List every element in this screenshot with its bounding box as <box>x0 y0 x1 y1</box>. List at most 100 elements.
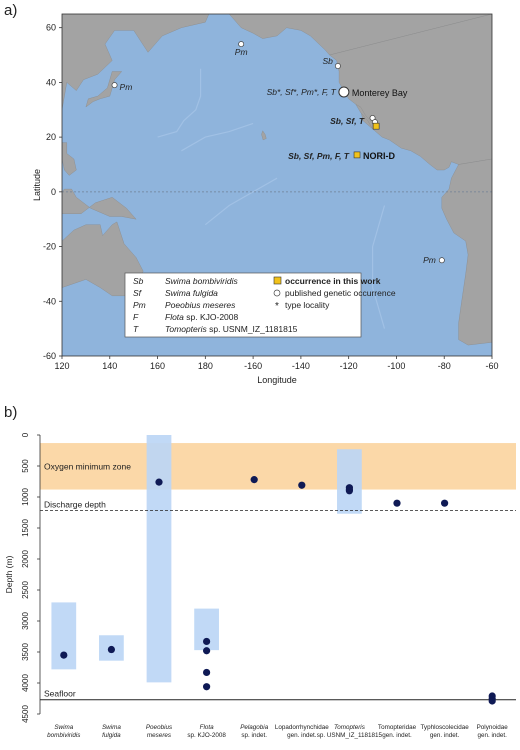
point-label: Pm <box>120 82 133 92</box>
legend-species: Flota sp. KJO-2008 <box>165 312 239 322</box>
y-tick-label: 40 <box>46 77 56 87</box>
depth-tick-label: 3500 <box>21 643 30 661</box>
point-published <box>438 257 445 264</box>
category-sublabel: gen. indet. <box>477 732 507 739</box>
depth-tick-label: 1500 <box>21 519 30 537</box>
hawaii <box>261 130 267 141</box>
legend-abbr: T <box>133 324 139 334</box>
depth-point <box>203 647 211 655</box>
point-label: Sb*, Sf*, Pm*, F, T <box>267 87 337 97</box>
category-label: Flota <box>200 724 214 731</box>
range-box <box>146 435 172 683</box>
legend-species: Poeobius meseres <box>165 300 236 310</box>
ridge-2 <box>204 177 278 226</box>
legend-species: Swima bombiviridis <box>165 276 238 286</box>
point-label: Sb <box>323 56 334 66</box>
legend-species-name: Flota <box>165 312 184 322</box>
category-sublabel: sp. USNM_IZ_1181815 <box>317 732 383 739</box>
depth-chart: Oxygen minimum zone Discharge depth Seaflo… <box>4 432 516 739</box>
depth-point <box>107 645 115 654</box>
japan <box>85 71 123 108</box>
legend-species-name: Poeobius meseres <box>165 300 236 310</box>
depth-point <box>203 668 211 677</box>
depth-tick-label: 2000 <box>21 550 30 568</box>
legend-species-name: Tomopteris <box>165 324 207 334</box>
category-sublabel: gen. indet. <box>287 732 317 739</box>
borneo-indo <box>62 188 137 220</box>
category-label: Swima <box>54 724 73 731</box>
ridge-3 <box>372 205 386 329</box>
category-label: Tomopteris <box>334 724 366 731</box>
category-label: Swima <box>102 724 121 731</box>
depth-point <box>203 683 211 691</box>
australia <box>62 221 144 296</box>
legend-species-extra: sp. USNM_IZ_1181815 <box>207 324 298 334</box>
category-sublabel: bombiviridis <box>47 732 81 739</box>
x-tick-label: -60 <box>485 361 498 371</box>
legend-symbol-label: published genetic occurrence <box>285 288 396 298</box>
depth-point <box>393 499 401 507</box>
y-axis-label: Latitude <box>32 169 42 201</box>
asia-coast <box>62 14 210 110</box>
depth-point <box>488 697 496 705</box>
depth-tick-label: 0 <box>21 432 30 437</box>
y-tick-label: 60 <box>46 23 56 33</box>
legend-work-symbol <box>273 276 282 285</box>
legend-abbr: Pm <box>133 300 146 310</box>
legend-symbol-label: type locality <box>285 300 330 310</box>
point-label: Sb, Sf, Pm, F, T <box>288 151 350 161</box>
category-label: Typhloscolecidae <box>420 724 469 731</box>
legend-species: Swima fulgida <box>165 288 218 298</box>
y-tick-label: -40 <box>43 296 56 306</box>
depth-point <box>298 481 306 489</box>
category-sublabel: fulgida <box>102 732 121 739</box>
depth-point <box>250 476 258 484</box>
depth-point <box>345 487 353 495</box>
legend-abbr: Sb <box>133 276 144 286</box>
point-work <box>353 151 361 159</box>
category-label: Poeobius <box>146 724 173 731</box>
south-america <box>441 158 492 346</box>
category-sublabel: gen. indet. <box>430 732 460 739</box>
panel-a-label: a) <box>4 2 18 19</box>
x-tick-label: 160 <box>150 361 165 371</box>
depth-tick-label: 4000 <box>21 674 30 692</box>
map-chart: 120 140 160 180 -160 -140 -120 -100 -80 -60 -60 -40… <box>32 13 499 385</box>
legend-species-extra: sp. KJO-2008 <box>184 312 239 322</box>
depth-tick-label: 1000 <box>21 488 30 506</box>
category-label: Tomopteridae <box>378 724 417 731</box>
x-tick-label: 140 <box>102 361 117 371</box>
legend-box <box>124 272 362 338</box>
point-published <box>334 63 341 69</box>
legend-abbr: Sf <box>133 288 143 298</box>
category-sublabel: meseres <box>147 732 172 739</box>
depth-tick-label: 3000 <box>21 612 30 630</box>
depth-point <box>203 637 211 646</box>
depth-tick-label: 2500 <box>21 581 30 599</box>
y-tick-label: 0 <box>51 187 56 197</box>
legend-species-name: Swima fulgida <box>165 288 218 298</box>
legend-type-symbol: * <box>275 301 279 312</box>
x-tick-label: -80 <box>438 361 451 371</box>
legend-symbol-label: occurrence in this work <box>285 276 381 286</box>
range-box <box>51 602 77 670</box>
legend-species: Tomopteris sp. USNM_IZ_1181815 <box>165 324 298 334</box>
y-tick-label: -20 <box>43 242 56 252</box>
depth-tick-label: 500 <box>21 459 30 473</box>
category-label: Polynoidae <box>477 724 509 731</box>
place-label: Monterey Bay <box>352 88 408 98</box>
category-label: Pelagobia <box>240 724 269 731</box>
point-published-type <box>338 86 350 98</box>
zone-label: Oxygen minimum zone <box>44 461 131 471</box>
x-tick-label: -160 <box>244 361 262 371</box>
ridge-0 <box>157 68 202 138</box>
depth-point <box>441 499 449 507</box>
y-tick-label: -60 <box>43 351 56 361</box>
x-tick-label: -140 <box>292 361 310 371</box>
point-label: Pm <box>235 47 248 57</box>
y-tick-label: 20 <box>46 132 56 142</box>
category-sublabel: sp. indet. <box>241 732 267 739</box>
x-tick-label: 180 <box>198 361 213 371</box>
point-published <box>111 82 118 89</box>
ridge-1 <box>181 122 254 152</box>
